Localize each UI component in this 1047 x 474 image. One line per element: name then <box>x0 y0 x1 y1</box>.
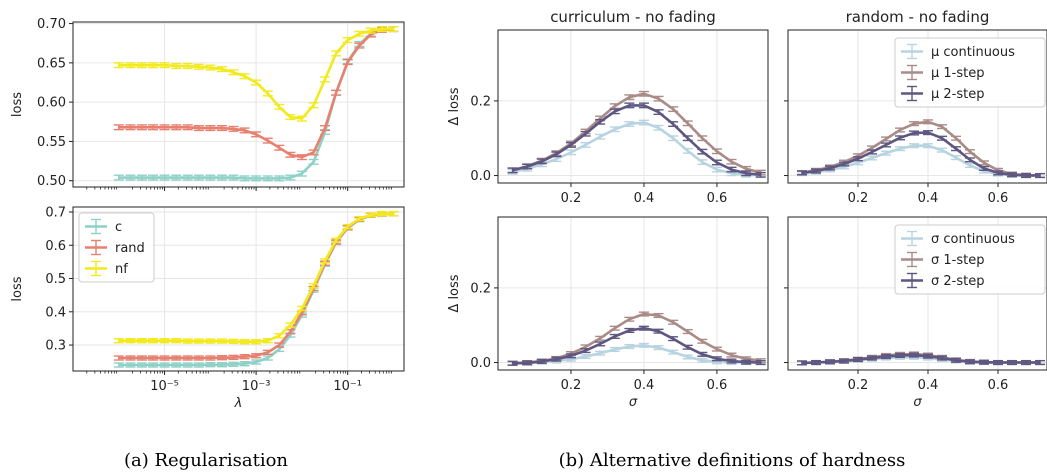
series--2-step <box>797 352 1045 366</box>
legend-swatch <box>85 218 107 235</box>
plot-area <box>507 90 766 179</box>
caption-a: (a) Regularisation <box>124 450 288 471</box>
legend-label: σ continuous <box>931 232 1015 247</box>
series--2-step <box>797 130 1045 179</box>
y-axis-label: Δ loss <box>447 87 462 125</box>
series--1-step <box>507 311 766 366</box>
panel-random-sigma: 0.2 0.4 0.6 σ σ continuous σ 1-step σ 2-step <box>784 216 1047 410</box>
x-axis-label: σ <box>913 395 922 410</box>
x-tick-label: 0.2 <box>561 378 582 393</box>
x-tick-label: 0.4 <box>634 191 655 206</box>
legend-box <box>894 37 1046 108</box>
x-tick-label: 0.2 <box>848 191 869 206</box>
x-tick-label: 10⁻¹ <box>333 379 362 394</box>
x-tick-label: 10⁻³ <box>242 379 271 394</box>
legend-swatch <box>85 239 107 256</box>
y-tick-label: 0.2 <box>470 281 491 296</box>
x-tick-label: 0.6 <box>988 378 1009 393</box>
legend-label: μ 1-step <box>931 66 985 81</box>
plot-frame <box>72 206 405 372</box>
plot-frame <box>787 216 1047 371</box>
x-tick-label: 10⁻⁵ <box>150 379 179 394</box>
plot-frame <box>497 29 769 184</box>
series--1-step <box>507 90 766 176</box>
series--2-step <box>507 102 766 178</box>
y-axis-label: loss <box>10 92 25 117</box>
series--2-step <box>507 325 766 366</box>
series-rand <box>113 26 399 161</box>
x-tick-label: 0.6 <box>988 191 1009 206</box>
x-tick-label: 0.2 <box>848 378 869 393</box>
series-line <box>801 131 1040 177</box>
x-tick-label: 0.4 <box>918 191 939 206</box>
series-nf <box>113 26 399 122</box>
y-tick-label: 0.0 <box>470 169 491 184</box>
plot-frame <box>787 29 1047 184</box>
y-tick-label: 0.3 <box>45 339 66 354</box>
legend-label: c <box>115 220 122 235</box>
x-tick-label: 0.4 <box>634 378 655 393</box>
y-tick-label: 0.0 <box>470 356 491 371</box>
y-tick-label: 0.55 <box>37 135 66 150</box>
x-tick-label: 0.6 <box>707 378 728 393</box>
series--1-step <box>797 119 1045 179</box>
series-line <box>512 326 761 365</box>
legend-label: rand <box>115 241 145 256</box>
legend: μ continuous μ 1-step μ 2-step <box>894 37 1046 108</box>
legend-label: σ 2-step <box>931 274 984 289</box>
series-line <box>801 353 1040 365</box>
x-axis-label: σ <box>629 395 638 410</box>
legend-label: μ 2-step <box>931 87 985 102</box>
plot-frame <box>72 21 405 188</box>
panel-curriculum-mu: 0.2 0.4 0.6 0.0 0.2 curriculum - no fading Δ l… <box>447 8 769 206</box>
legend-swatch <box>901 230 923 247</box>
legend: σ continuous σ 1-step σ 2-step <box>894 224 1046 295</box>
y-tick-label: 0.2 <box>470 94 491 109</box>
plot-area <box>797 351 1045 366</box>
series-line <box>512 104 761 177</box>
caption-b: (b) Alternative definitions of hardness <box>559 450 906 471</box>
legend-box <box>894 224 1046 295</box>
legend-swatch <box>901 251 923 268</box>
x-tick-label: 0.2 <box>561 191 582 206</box>
panel-title: random - no fading <box>846 8 990 26</box>
panel-regularisation-top: 0.50 0.55 0.60 0.65 0.70 loss <box>10 17 405 191</box>
plot-frame <box>497 216 769 371</box>
x-tick-label: 0.4 <box>918 378 939 393</box>
y-tick-label: 0.4 <box>45 305 66 320</box>
legend-label: μ continuous <box>931 45 1015 60</box>
y-tick-label: 0.50 <box>37 174 66 189</box>
legend-label: nf <box>115 262 128 277</box>
legend: c rand nf <box>78 212 155 283</box>
plot-area <box>507 311 766 366</box>
panel-regularisation-bottom: 10⁻⁵ 10⁻³ 10⁻¹ 0.3 0.4 0.5 0.6 0.7 loss λ c rand nf <box>10 205 405 411</box>
y-tick-label: 0.65 <box>37 56 66 71</box>
y-tick-label: 0.6 <box>45 239 66 254</box>
legend-swatch <box>901 85 923 102</box>
series-nf <box>113 210 399 345</box>
y-tick-label: 0.5 <box>45 272 66 287</box>
series-line <box>512 312 761 365</box>
legend-swatch <box>901 64 923 81</box>
plot-area <box>113 26 399 182</box>
y-tick-label: 0.70 <box>37 17 66 32</box>
plot-area <box>113 210 399 368</box>
legend-swatch <box>85 260 107 277</box>
panel-curriculum-sigma: 0.2 0.4 0.6 0.0 0.2 Δ loss σ <box>447 216 769 410</box>
x-tick-label: 0.6 <box>707 191 728 206</box>
legend-label: σ 1-step <box>931 253 984 268</box>
y-tick-label: 0.60 <box>37 96 66 111</box>
legend-swatch <box>901 272 923 289</box>
x-axis-label: λ <box>234 396 243 411</box>
y-axis-label: Δ loss <box>447 274 462 312</box>
series-line <box>512 121 761 177</box>
y-axis-label: loss <box>10 276 25 301</box>
panel-title: curriculum - no fading <box>550 8 716 26</box>
legend-box <box>78 212 155 283</box>
y-tick-label: 0.7 <box>45 205 66 220</box>
legend-swatch <box>901 43 923 60</box>
plot-area <box>797 119 1045 179</box>
